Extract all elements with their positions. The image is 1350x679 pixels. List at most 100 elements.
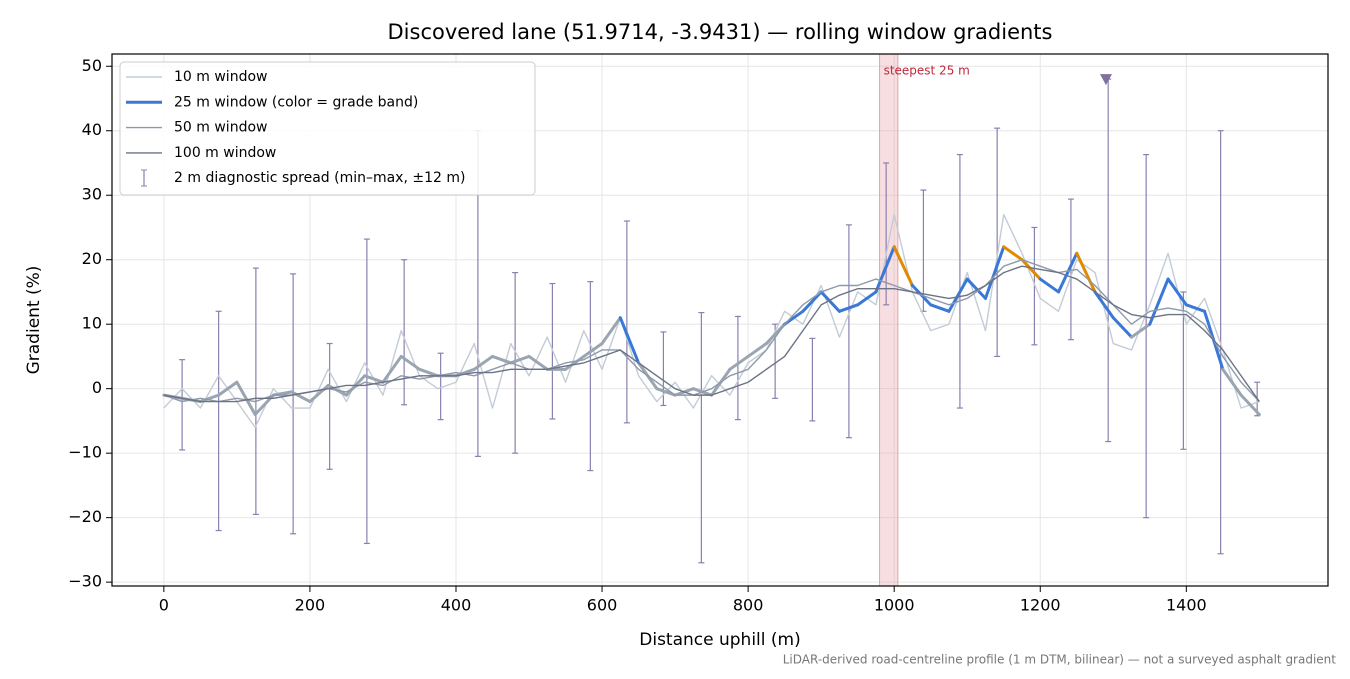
line-segment: [728, 354, 750, 371]
x-tick-label: 1400: [1166, 596, 1207, 615]
x-tick-label: 400: [441, 596, 472, 615]
line-segment: [1093, 290, 1115, 320]
chart-title: Discovered lane (51.9714, -3.9431) — rol…: [388, 20, 1053, 44]
error-bar: [994, 127, 1001, 358]
line-segment: [1111, 316, 1134, 339]
line-segment: [1020, 258, 1042, 281]
line-series: [163, 213, 1260, 429]
error-bar: [845, 224, 852, 439]
error-bar: [1067, 198, 1074, 341]
legend-label: 2 m diagnostic spread (min–max, ±12 m): [174, 170, 465, 186]
y-tick-label: −20: [68, 507, 102, 526]
legend-box: [119, 61, 536, 196]
error-bar: [698, 311, 705, 564]
line-segment: [1057, 251, 1079, 294]
legend-label: 10 m window: [174, 69, 267, 85]
line-segment: [308, 383, 330, 404]
line-segment: [217, 380, 239, 397]
error-bar: [1105, 78, 1112, 443]
y-tick-label: 20: [82, 249, 102, 268]
line-segment: [509, 354, 531, 365]
footnote: LiDAR-derived road-centreline profile (1…: [783, 653, 1337, 667]
legend-label: 100 m window: [174, 145, 276, 161]
line-segment: [892, 245, 914, 288]
line-segment: [1221, 367, 1243, 397]
line-segment: [1166, 277, 1188, 307]
highlight-label: steepest 25 m: [884, 64, 970, 78]
line-segment: [929, 303, 951, 313]
line-segment: [856, 290, 878, 307]
error-bar: [623, 220, 630, 424]
legend-label: 50 m window: [174, 120, 267, 136]
line-segment: [564, 354, 586, 371]
y-tick-label: 50: [82, 56, 102, 75]
line-segment: [198, 393, 221, 404]
x-tick-label: 600: [587, 596, 618, 615]
error-bar: [326, 342, 333, 470]
marker: [1099, 74, 1112, 86]
error-bar: [883, 162, 890, 306]
error-bar: [290, 273, 297, 535]
line-segment: [618, 316, 641, 365]
line-segment: [1130, 322, 1152, 339]
line-segment: [417, 367, 440, 378]
error-bar: [179, 359, 186, 451]
error-bar: [734, 315, 741, 421]
y-tick-label: −10: [68, 443, 102, 462]
line-segment: [1075, 251, 1097, 294]
line-segment: [235, 380, 257, 416]
line-segment: [801, 290, 823, 313]
line-segment: [1239, 393, 1261, 416]
line-segment: [399, 354, 421, 371]
line-segment: [783, 309, 805, 326]
line-segment: [1038, 277, 1061, 294]
y-tick-label: 10: [82, 314, 102, 333]
line-segment: [472, 354, 495, 371]
line-segment: [947, 277, 969, 313]
error-bar: [1031, 226, 1038, 346]
line-segment: [527, 354, 549, 371]
error-bar: [587, 281, 594, 472]
y-tick-label: 0: [92, 378, 102, 397]
error-bar: [215, 310, 222, 532]
x-axis-label: Distance uphill (m): [639, 630, 800, 650]
line-segment: [290, 390, 312, 404]
legend-label: 25 m window (color = grade band): [174, 94, 418, 110]
error-bar: [956, 153, 963, 409]
y-tick-label: −30: [68, 572, 102, 591]
error-bar: [363, 238, 370, 545]
error-bar: [809, 337, 816, 422]
line-segment: [746, 342, 768, 358]
line-segment: [983, 245, 1006, 300]
error-bar: [1180, 291, 1187, 450]
error-bar: [660, 331, 667, 407]
x-tick-label: 200: [295, 596, 326, 615]
x-tick-label: 0: [159, 596, 169, 615]
legend: 10 m window 25 m window (color = grade ba…: [119, 61, 536, 196]
line-segment: [1184, 303, 1207, 313]
line-series: [163, 259, 1260, 403]
line-segment: [1002, 245, 1024, 262]
x-tick-label: 1200: [1020, 596, 1061, 615]
line-segment: [874, 245, 896, 294]
error-bar: [1143, 153, 1150, 519]
x-tick-label: 1000: [874, 596, 915, 615]
y-tick-label: 40: [82, 120, 102, 139]
line-segment: [600, 316, 622, 346]
error-bar: [252, 267, 259, 516]
line-segment: [491, 354, 513, 365]
error-bar: [437, 352, 444, 421]
line-segment: [655, 387, 677, 397]
x-tick-label: 800: [733, 596, 764, 615]
y-tick-label: 30: [82, 185, 102, 204]
y-axis-label: Gradient (%): [24, 266, 44, 375]
line-segment: [837, 303, 860, 313]
line-segment: [819, 290, 841, 313]
plot-frame: [111, 53, 1329, 587]
line-segment: [965, 277, 987, 300]
line-segment: [381, 354, 403, 384]
highlight-band: [879, 53, 899, 587]
line-segment: [582, 342, 604, 358]
line-segment: [363, 374, 385, 384]
